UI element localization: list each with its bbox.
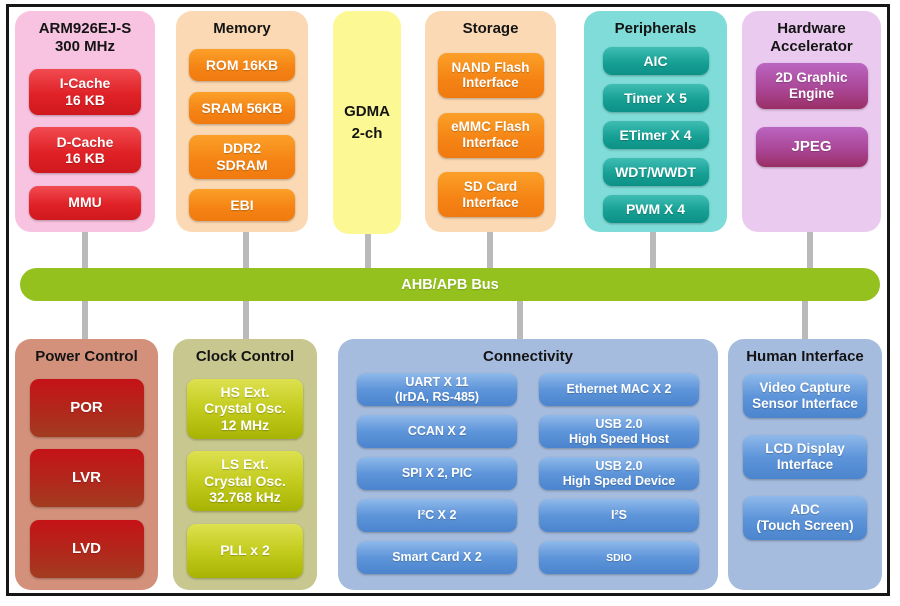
clock-control-chip-list: HS Ext. Crystal Osc. 12 MHz LS Ext. Crys…: [173, 366, 317, 590]
chip-usb-host: USB 2.0 High Speed Host: [539, 415, 699, 449]
chip-video-capture: Video Capture Sensor Interface: [743, 374, 867, 419]
ahb-apb-bus-bar: AHB/APB Bus: [20, 268, 880, 301]
hardware-accelerator-block: Hardware Accelerator 2D Graphic Engine J…: [742, 11, 881, 232]
human-interface-block: Human Interface Video Capture Sensor Int…: [728, 339, 882, 590]
human-interface-title: Human Interface: [746, 348, 864, 365]
chip-lvd: LVD: [29, 519, 144, 578]
connectivity-chip-list: UART X 11 (IrDA, RS-485) CCAN X 2 SPI X …: [357, 366, 699, 590]
diagram-border: [6, 4, 890, 596]
cpu-chip-list: I-Cache 16 KB D-Cache 16 KB MMU: [15, 57, 155, 232]
chip-pwm: PWM X 4: [602, 194, 709, 223]
connectivity-title: Connectivity: [482, 348, 573, 365]
chip-ls-crystal-osc: LS Ext. Crystal Osc. 32.768 kHz: [187, 451, 303, 512]
power-control-block: Power Control POR LVR LVD: [15, 339, 158, 590]
chip-i2s: I²S: [539, 499, 699, 533]
connector-line: [82, 299, 88, 341]
connector-line: [365, 228, 371, 270]
power-control-title: Power Control: [35, 348, 138, 365]
chip-sd-card: SD Card Interface: [437, 172, 544, 218]
peripherals-chip-list: AIC Timer X 5 ETimer X 4 WDT/WWDT PWM X …: [584, 38, 727, 232]
chip-jpeg: JPEG: [755, 126, 868, 167]
connector-line: [243, 299, 249, 341]
chip-ccan: CCAN X 2: [357, 415, 517, 449]
gdma-label: GDMA 2-ch: [344, 102, 390, 142]
connector-line: [650, 228, 656, 270]
storage-chip-list: NAND Flash Interface eMMC Flash Interfac…: [425, 38, 556, 232]
clock-control-block: Clock Control HS Ext. Crystal Osc. 12 MH…: [173, 339, 317, 590]
gdma-block: GDMA 2-ch: [333, 11, 401, 234]
chip-hs-crystal-osc: HS Ext. Crystal Osc. 12 MHz: [187, 378, 303, 439]
peripherals-title: Peripherals: [614, 20, 697, 37]
chip-sram: SRAM 56KB: [189, 91, 295, 124]
connectivity-right-column: Ethernet MAC X 2 USB 2.0 High Speed Host…: [539, 373, 699, 590]
peripherals-block: Peripherals AIC Timer X 5 ETimer X 4 WDT…: [584, 11, 727, 232]
chip-smart-card: Smart Card X 2: [357, 541, 517, 575]
storage-title: Storage: [462, 20, 519, 37]
chip-lcd-display: LCD Display Interface: [743, 435, 867, 480]
human-interface-chip-list: Video Capture Sensor Interface LCD Displ…: [728, 366, 882, 590]
chip-dcache: D-Cache 16 KB: [29, 127, 141, 174]
memory-block: Memory ROM 16KB SRAM 56KB DDR2 SDRAM EBI: [176, 11, 308, 232]
hardware-accelerator-title: Hardware Accelerator: [770, 20, 853, 56]
chip-ebi: EBI: [189, 189, 295, 222]
chip-timer: Timer X 5: [602, 84, 709, 113]
memory-title: Memory: [213, 20, 271, 37]
chip-adc-touch: ADC (Touch Screen): [743, 496, 867, 541]
chip-uart: UART X 11 (IrDA, RS-485): [357, 373, 517, 407]
hardware-accelerator-chip-list: 2D Graphic Engine JPEG: [742, 57, 881, 232]
chip-etimer: ETimer X 4: [602, 121, 709, 150]
memory-chip-list: ROM 16KB SRAM 56KB DDR2 SDRAM EBI: [176, 38, 308, 232]
power-control-chip-list: POR LVR LVD: [15, 366, 158, 590]
clock-control-title: Clock Control: [195, 348, 295, 365]
chip-aic: AIC: [602, 47, 709, 76]
cpu-title: ARM926EJ-S 300 MHz: [38, 20, 132, 56]
connectivity-block: Connectivity UART X 11 (IrDA, RS-485) CC…: [338, 339, 718, 590]
chip-pll: PLL x 2: [187, 523, 303, 578]
connector-line: [82, 228, 88, 270]
chip-rom: ROM 16KB: [189, 49, 295, 82]
connector-line: [243, 228, 249, 270]
chip-ethernet-mac: Ethernet MAC X 2: [539, 373, 699, 407]
connector-line: [807, 228, 813, 270]
chip-mmu: MMU: [29, 185, 141, 220]
cpu-block: ARM926EJ-S 300 MHz I-Cache 16 KB D-Cache…: [15, 11, 155, 232]
chip-2d-graphic-engine: 2D Graphic Engine: [755, 62, 868, 109]
chip-spi-pic: SPI X 2, PIC: [357, 457, 517, 491]
chip-por: POR: [29, 378, 144, 437]
chip-usb-device: USB 2.0 High Speed Device: [539, 457, 699, 491]
chip-i2c: I²C X 2: [357, 499, 517, 533]
connector-line: [802, 299, 808, 341]
chip-nand-flash: NAND Flash Interface: [437, 52, 544, 98]
connector-line: [517, 299, 523, 341]
connector-line: [487, 228, 493, 270]
chip-sdio: SDIO: [539, 541, 699, 575]
storage-block: Storage NAND Flash Interface eMMC Flash …: [425, 11, 556, 232]
chip-emmc-flash: eMMC Flash Interface: [437, 112, 544, 158]
chip-wdt: WDT/WWDT: [602, 158, 709, 187]
chip-icache: I-Cache 16 KB: [29, 68, 141, 115]
chip-lvr: LVR: [29, 449, 144, 508]
connectivity-left-column: UART X 11 (IrDA, RS-485) CCAN X 2 SPI X …: [357, 373, 517, 590]
chip-ddr2-sdram: DDR2 SDRAM: [189, 134, 295, 179]
